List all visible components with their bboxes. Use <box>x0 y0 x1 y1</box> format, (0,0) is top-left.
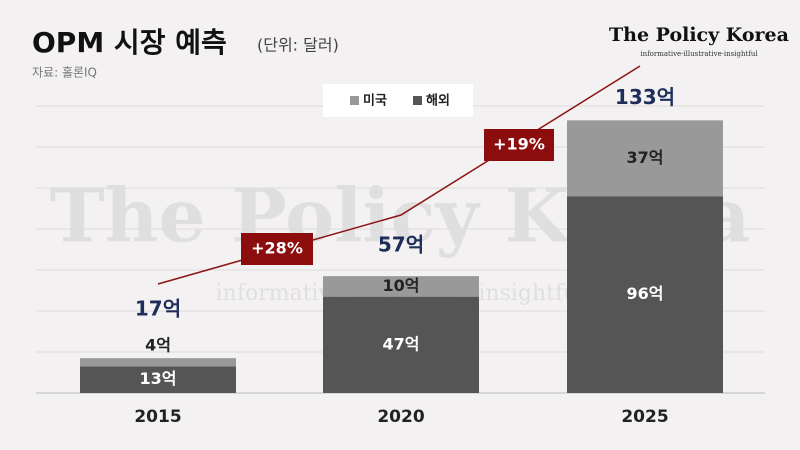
plot: 13억 4억 17억 2015 47억 10억 57억 2020 96억 37억 133억 2025 <box>36 85 765 427</box>
growth-label: +28% <box>251 239 303 258</box>
x-tick-label: 2015 <box>134 407 181 427</box>
legend-label: 미국 <box>363 93 387 109</box>
legend-label: 해외 <box>426 93 450 109</box>
x-tick-label: 2020 <box>377 407 424 427</box>
x-tick-label: 2025 <box>621 407 668 427</box>
growth-badge <box>484 129 554 161</box>
bar-segment <box>323 296 479 393</box>
brand-logo: The Policy Korea <box>609 24 789 46</box>
legend-swatch <box>413 96 422 105</box>
bar-segment <box>80 366 236 393</box>
value-label: 10억 <box>383 276 420 295</box>
value-label: 13억 <box>140 369 177 388</box>
value-label: 37억 <box>627 148 664 167</box>
trend-line <box>157 65 641 285</box>
brand-tagline: informative·illustrative·insightful <box>640 50 758 58</box>
growth-badge <box>241 233 313 265</box>
total-label: 133억 <box>615 85 675 109</box>
legend-swatch <box>350 96 359 105</box>
value-label: 96억 <box>627 284 664 303</box>
bar-segment <box>323 276 479 297</box>
growth-label: +19% <box>493 135 545 154</box>
total-label: 17억 <box>135 297 181 321</box>
value-label: 4억 <box>145 336 171 355</box>
chart-subtitle: (단위: 달러) <box>257 36 339 55</box>
bar-segment <box>567 196 723 393</box>
bar-segment <box>80 358 236 367</box>
bar-segment <box>567 120 723 197</box>
chart-title: OPM 시장 예측 <box>32 26 227 59</box>
total-label: 57억 <box>378 233 424 257</box>
source: 자료: 홀론IQ <box>32 66 97 80</box>
legend: 미국 해외 <box>350 93 450 109</box>
legend-box <box>323 84 473 117</box>
value-label: 47억 <box>383 334 420 353</box>
